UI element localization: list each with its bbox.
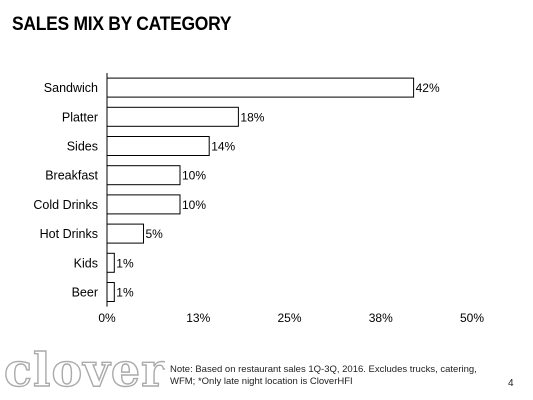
- clover-logo: clover: [3, 344, 165, 396]
- data-label-sandwich: 42%: [416, 81, 440, 95]
- bar-hot-drinks: [106, 223, 144, 244]
- bar-sides: [106, 136, 210, 156]
- x-tick-label-0: 0%: [98, 311, 116, 325]
- x-tick-label-2: 25%: [277, 311, 301, 325]
- x-tick-label-1: 13%: [186, 311, 210, 325]
- bar-kids: [106, 252, 115, 273]
- data-label-hot-drinks: 5%: [146, 227, 164, 241]
- footnote: Note: Based on restaurant sales 1Q-3Q, 2…: [170, 364, 477, 387]
- page-number: 4: [508, 378, 514, 389]
- bar-sandwich: [106, 77, 415, 98]
- category-label-kids: Kids: [74, 256, 98, 270]
- x-tick-label-3: 38%: [369, 311, 393, 325]
- data-label-sides: 14%: [211, 140, 235, 154]
- category-label-cold-drinks: Cold Drinks: [33, 198, 98, 212]
- slide-title: SALES MIX BY CATEGORY: [12, 14, 232, 35]
- bar-beer: [106, 282, 115, 302]
- category-label-hot-drinks: Hot Drinks: [40, 227, 98, 241]
- bar-platter: [106, 106, 239, 127]
- data-label-beer: 1%: [116, 286, 134, 300]
- category-label-sandwich: Sandwich: [44, 81, 98, 95]
- bar-chart: Sandwich Platter Sides Breakfast Cold Drinks…: [33, 73, 484, 325]
- category-label-beer: Beer: [72, 286, 98, 300]
- data-labels-group: 42% 18% 14% 10% 10% 5% 1% 1%: [116, 81, 440, 299]
- x-tick-label-4: 50%: [460, 311, 484, 325]
- x-tick-labels-group: 0% 13% 25% 38% 50%: [98, 311, 484, 325]
- category-labels-group: Sandwich Platter Sides Breakfast Cold Drinks…: [33, 81, 98, 299]
- category-label-platter: Platter: [62, 110, 98, 124]
- data-label-platter: 18%: [240, 110, 264, 124]
- bar-cold-drinks: [106, 194, 181, 215]
- data-label-breakfast: 10%: [182, 169, 206, 183]
- bar-breakfast: [106, 165, 181, 186]
- data-label-cold-drinks: 10%: [182, 198, 206, 212]
- data-label-kids: 1%: [116, 256, 134, 270]
- category-label-breakfast: Breakfast: [45, 169, 98, 183]
- clover-logo-text: clover: [4, 344, 165, 396]
- category-label-sides: Sides: [67, 140, 98, 154]
